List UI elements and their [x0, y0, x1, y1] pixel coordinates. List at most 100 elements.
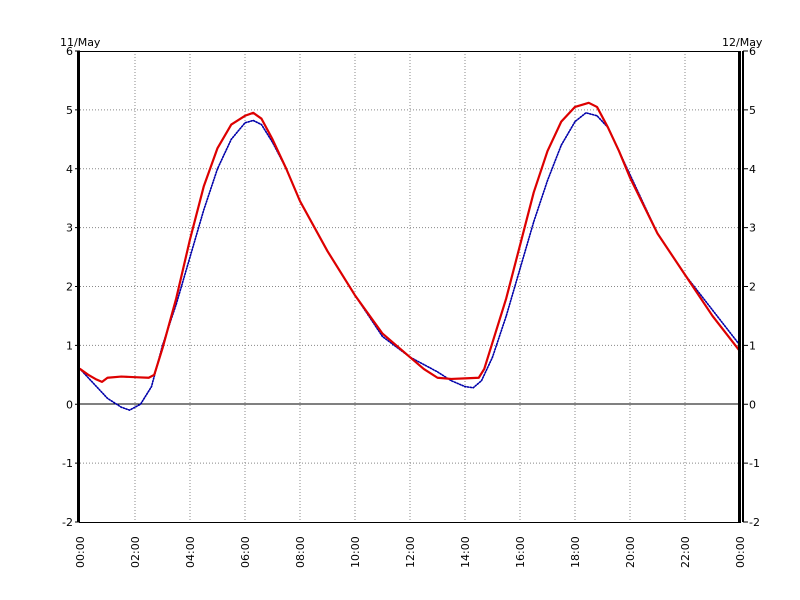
series-2-point — [381, 333, 384, 335]
y-tick-label-right: 4 — [749, 163, 756, 176]
series-2-point — [285, 168, 287, 170]
series-2-point — [450, 378, 452, 380]
y-tick-label-right: 5 — [749, 104, 756, 117]
series-1-point — [175, 303, 177, 305]
series-1-point — [505, 315, 507, 317]
series-1-point — [519, 268, 521, 270]
x-tick-label: 10:00 — [349, 536, 362, 568]
x-tick-label: 18:00 — [569, 536, 582, 568]
series-2-point — [711, 315, 714, 317]
y-tick-labels-right: 6 5 4 3 2 1 0 -1 -2 — [749, 45, 760, 529]
series-2-point — [148, 377, 150, 379]
x-tick-label: 20:00 — [624, 536, 637, 568]
y-tick-label-left: 2 — [66, 281, 73, 294]
series-1-point — [150, 385, 153, 388]
series-1-point — [244, 122, 246, 124]
date-label-left: 11/May — [60, 36, 101, 49]
x-tick-label: 02:00 — [129, 536, 142, 568]
x-tick-label: 14:00 — [459, 536, 472, 568]
x-tick-labels: 00:00 02:00 04:00 06:00 08:00 10:00 12:00 14:00… — [74, 536, 747, 568]
y-tick-label-left: -1 — [62, 457, 73, 470]
series-1-point — [93, 383, 95, 385]
series-1-point — [120, 406, 122, 408]
series-2-point — [260, 118, 263, 120]
series-2-point — [436, 377, 439, 379]
series-1-point — [252, 119, 254, 122]
series-2-point — [106, 377, 109, 379]
series-2-point — [244, 115, 246, 117]
series-2-point — [271, 138, 274, 140]
series-2-point — [252, 112, 254, 114]
series-1-point — [216, 168, 219, 170]
axis-ticks — [75, 50, 748, 523]
x-tick-label: 16:00 — [514, 536, 527, 568]
series-2-point — [134, 376, 136, 378]
series-1-point — [106, 397, 109, 399]
x-tick-label: 06:00 — [239, 536, 252, 568]
series-2-point — [189, 238, 191, 240]
series-1-point — [381, 335, 384, 338]
series-1-point — [533, 221, 535, 223]
series-1-point — [560, 144, 562, 146]
series-2-point — [483, 368, 485, 370]
series-1-point — [464, 385, 466, 388]
series-1-point — [585, 112, 587, 114]
y-tick-label-right: 6 — [749, 45, 756, 58]
x-tick-label: 00:00 — [734, 536, 747, 568]
series-1-point — [203, 209, 205, 211]
y-tick-label-left: 0 — [66, 398, 73, 411]
series-2-point — [230, 123, 232, 126]
series-1-point — [139, 403, 142, 405]
y-tick-label-left: 3 — [66, 222, 73, 235]
series-2-point — [607, 126, 609, 129]
y-tick-label-left: 6 — [66, 45, 73, 58]
series-2-point — [546, 150, 549, 152]
y-tick-label-right: -2 — [749, 516, 760, 529]
series-2-point — [299, 200, 301, 202]
series-2-point — [161, 347, 164, 349]
y-tick-label-right: -1 — [749, 457, 760, 470]
x-tick-label: 22:00 — [679, 536, 692, 568]
x-tick-label: 04:00 — [184, 536, 197, 568]
x-tick-label: 00:00 — [74, 536, 87, 568]
series-1-point — [472, 387, 474, 389]
series-1-point — [230, 138, 232, 140]
series-layer — [78, 101, 742, 411]
series-2-point — [574, 106, 576, 108]
series-2-point — [588, 102, 590, 104]
series-2-point — [560, 121, 562, 123]
series-1-point — [546, 179, 549, 182]
series-2-point — [409, 356, 411, 358]
series-2-point — [519, 244, 521, 246]
series-2-point — [684, 274, 686, 276]
y-tick-label-left: -2 — [62, 516, 73, 529]
y-tick-label-right: 0 — [749, 398, 756, 411]
series-1-point — [436, 371, 439, 373]
series-1-point — [574, 121, 576, 123]
series-2-point — [326, 250, 329, 252]
series-2-point — [216, 147, 219, 149]
y-tick-label-left: 1 — [66, 339, 73, 352]
series-1-point — [596, 115, 598, 117]
x-tick-label: 12:00 — [404, 536, 417, 568]
series-2-point — [618, 150, 620, 152]
series-1-point — [491, 356, 494, 358]
series-2-point — [87, 374, 89, 376]
series-2-point — [203, 185, 205, 188]
series-1-point — [711, 309, 714, 311]
series-2-point — [354, 294, 356, 296]
series-2-point — [175, 297, 177, 299]
y-tick-label-right: 2 — [749, 281, 756, 294]
series-2-point — [629, 176, 631, 179]
series-2-point — [464, 377, 466, 379]
series-2-point — [656, 232, 659, 235]
series-2-point — [596, 106, 598, 108]
y-tick-label-left: 5 — [66, 104, 73, 117]
series-1-point — [260, 123, 263, 126]
series-1-point — [189, 256, 191, 258]
x-tick-label: 08:00 — [294, 536, 307, 568]
series-2-point — [423, 368, 425, 370]
series-1-point — [128, 409, 131, 411]
series-2-point — [95, 378, 98, 381]
